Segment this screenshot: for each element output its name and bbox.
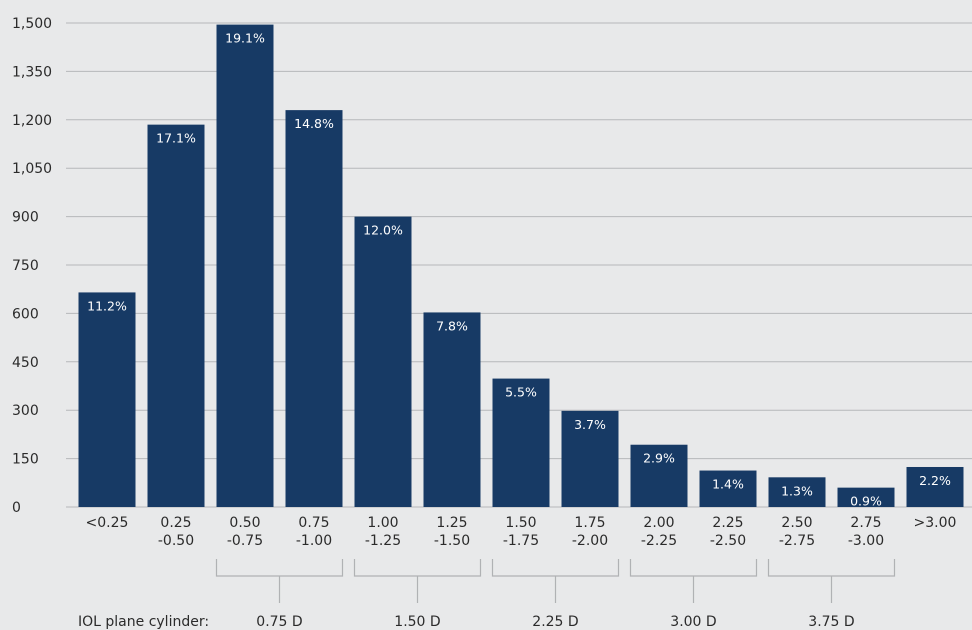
group-bracket (215, 559, 344, 577)
x-axis-categories: <0.25 0.25 -0.50 0.50 -0.75 0.75 -1.00 1.00 -1.2… (86, 515, 957, 549)
y-axis-ticks: 0 150 300 450 600 750 900 1,050 1,200 1,350 1,500 (12, 16, 52, 516)
x-tick-label: 0.75 (298, 515, 329, 531)
bars (78, 24, 964, 508)
x-tick-label: 0.25 (160, 515, 191, 531)
group-label: 3.75 D (808, 614, 854, 630)
x-tick-label: 1.00 (367, 515, 398, 531)
bar (423, 312, 481, 507)
x-tick-label: 2.50 (781, 515, 812, 531)
bar-data-label: 1.3% (781, 483, 813, 498)
group-label: 1.50 D (394, 614, 440, 630)
x-tick-label: -1.25 (365, 533, 401, 549)
group-bracket (767, 559, 896, 577)
x-tick-label: -2.25 (641, 533, 677, 549)
y-tick-label: 1,050 (12, 161, 52, 177)
bar (492, 378, 550, 507)
bar-data-labels: 11.2% 17.1% 19.1% 14.8% 12.0% 7.8% 5.5% 3.7% 2.9… (87, 31, 951, 509)
y-tick-label: 0 (12, 500, 21, 516)
bar (837, 487, 895, 507)
group-label: 3.00 D (670, 614, 716, 630)
x-tick-label: <0.25 (86, 515, 129, 531)
bar-data-label: 17.1% (156, 131, 196, 146)
bar-data-label: 7.8% (436, 318, 468, 333)
bar (78, 292, 136, 507)
x-tick-label: >3.00 (914, 515, 957, 531)
y-tick-label: 1,200 (12, 113, 52, 129)
x-tick-label: 1.75 (574, 515, 605, 531)
bar (561, 410, 619, 507)
group-bracket (491, 559, 620, 577)
bar-data-label: 0.9% (850, 494, 882, 509)
y-tick-label: 300 (12, 403, 39, 419)
x-tick-label: -0.50 (158, 533, 194, 549)
bar-data-label: 2.2% (919, 473, 951, 488)
x-tick-label: 2.25 (712, 515, 743, 531)
x-tick-label: -2.00 (572, 533, 608, 549)
group-axis-title: IOL plane cylinder: (78, 614, 209, 630)
x-tick-label: -3.00 (848, 533, 884, 549)
x-tick-label: -1.75 (503, 533, 539, 549)
bar (630, 444, 688, 507)
y-tick-label: 150 (12, 452, 39, 468)
bar-data-label: 1.4% (712, 477, 744, 492)
bar (699, 470, 757, 507)
x-tick-label: -1.50 (434, 533, 470, 549)
y-tick-label: 1,500 (12, 16, 52, 32)
bar-data-label: 2.9% (643, 451, 675, 466)
x-tick-label: -2.75 (779, 533, 815, 549)
y-tick-label: 600 (12, 306, 39, 322)
bar (768, 477, 826, 507)
group-label: 2.25 D (532, 614, 578, 630)
x-tick-label: 1.25 (436, 515, 467, 531)
y-tick-label: 750 (12, 258, 39, 274)
bar (285, 110, 343, 508)
bar-data-label: 12.0% (363, 223, 403, 238)
x-tick-label: -2.50 (710, 533, 746, 549)
x-tick-label: 1.50 (505, 515, 536, 531)
bar-data-label: 5.5% (505, 385, 537, 400)
bar (216, 24, 274, 507)
bar-data-label: 14.8% (294, 116, 334, 131)
bar-data-label: 19.1% (225, 31, 265, 46)
bar-data-label: 11.2% (87, 298, 127, 313)
cylinder-groups: 0.75 D 1.50 D 2.25 D 3.00 D 3.75 D (215, 559, 896, 630)
x-tick-label: 0.50 (229, 515, 260, 531)
x-tick-label: -1.00 (296, 533, 332, 549)
bar-data-label: 3.7% (574, 417, 606, 432)
y-tick-label: 1,350 (12, 64, 52, 80)
x-tick-label: -0.75 (227, 533, 263, 549)
bar (906, 466, 964, 507)
group-label: 0.75 D (256, 614, 302, 630)
x-tick-label: 2.75 (850, 515, 881, 531)
y-tick-label: 900 (12, 210, 39, 226)
group-bracket (353, 559, 482, 577)
group-bracket (629, 559, 758, 577)
y-tick-label: 450 (12, 355, 39, 371)
x-tick-label: 2.00 (643, 515, 674, 531)
bar (354, 216, 412, 507)
bar (147, 124, 205, 507)
